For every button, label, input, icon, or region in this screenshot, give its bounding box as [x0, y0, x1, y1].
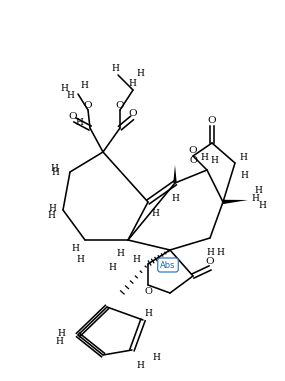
- Text: H: H: [171, 194, 179, 202]
- Text: H: H: [152, 354, 160, 362]
- Text: O: O: [189, 146, 197, 155]
- Polygon shape: [173, 165, 177, 183]
- Text: H: H: [76, 256, 84, 264]
- Text: H: H: [55, 338, 63, 346]
- Text: H: H: [254, 186, 262, 194]
- Text: H: H: [136, 69, 144, 77]
- Text: H: H: [144, 309, 152, 317]
- Polygon shape: [222, 200, 248, 204]
- Text: H: H: [251, 194, 259, 202]
- Text: O: O: [129, 109, 137, 117]
- Text: H: H: [132, 256, 140, 264]
- Text: H: H: [80, 80, 88, 90]
- Text: H: H: [128, 78, 136, 88]
- Text: H: H: [116, 248, 124, 258]
- Text: O: O: [189, 155, 197, 165]
- Text: Abs: Abs: [160, 261, 176, 269]
- Text: H: H: [216, 248, 224, 256]
- Text: H: H: [136, 360, 144, 370]
- Text: O: O: [144, 287, 152, 296]
- Text: H: H: [57, 328, 65, 338]
- Text: H: H: [200, 152, 208, 162]
- Text: H: H: [151, 208, 159, 218]
- Text: H: H: [50, 163, 58, 173]
- Text: H: H: [210, 155, 218, 165]
- Text: H: H: [111, 64, 119, 72]
- Text: H: H: [60, 83, 68, 93]
- Text: H: H: [48, 203, 56, 213]
- Text: H: H: [258, 200, 266, 210]
- Text: O: O: [69, 112, 77, 120]
- Text: H: H: [51, 168, 59, 176]
- Text: H: H: [71, 243, 79, 253]
- Text: O: O: [84, 101, 92, 109]
- Text: H: H: [66, 91, 74, 99]
- Text: O: O: [116, 101, 124, 109]
- Text: H: H: [47, 210, 55, 219]
- Text: H: H: [240, 171, 248, 179]
- Text: O: O: [208, 115, 216, 125]
- Text: H: H: [75, 117, 83, 126]
- Text: O: O: [206, 258, 214, 266]
- Text: H: H: [239, 152, 247, 162]
- Text: H: H: [206, 248, 214, 256]
- Text: H: H: [108, 264, 116, 272]
